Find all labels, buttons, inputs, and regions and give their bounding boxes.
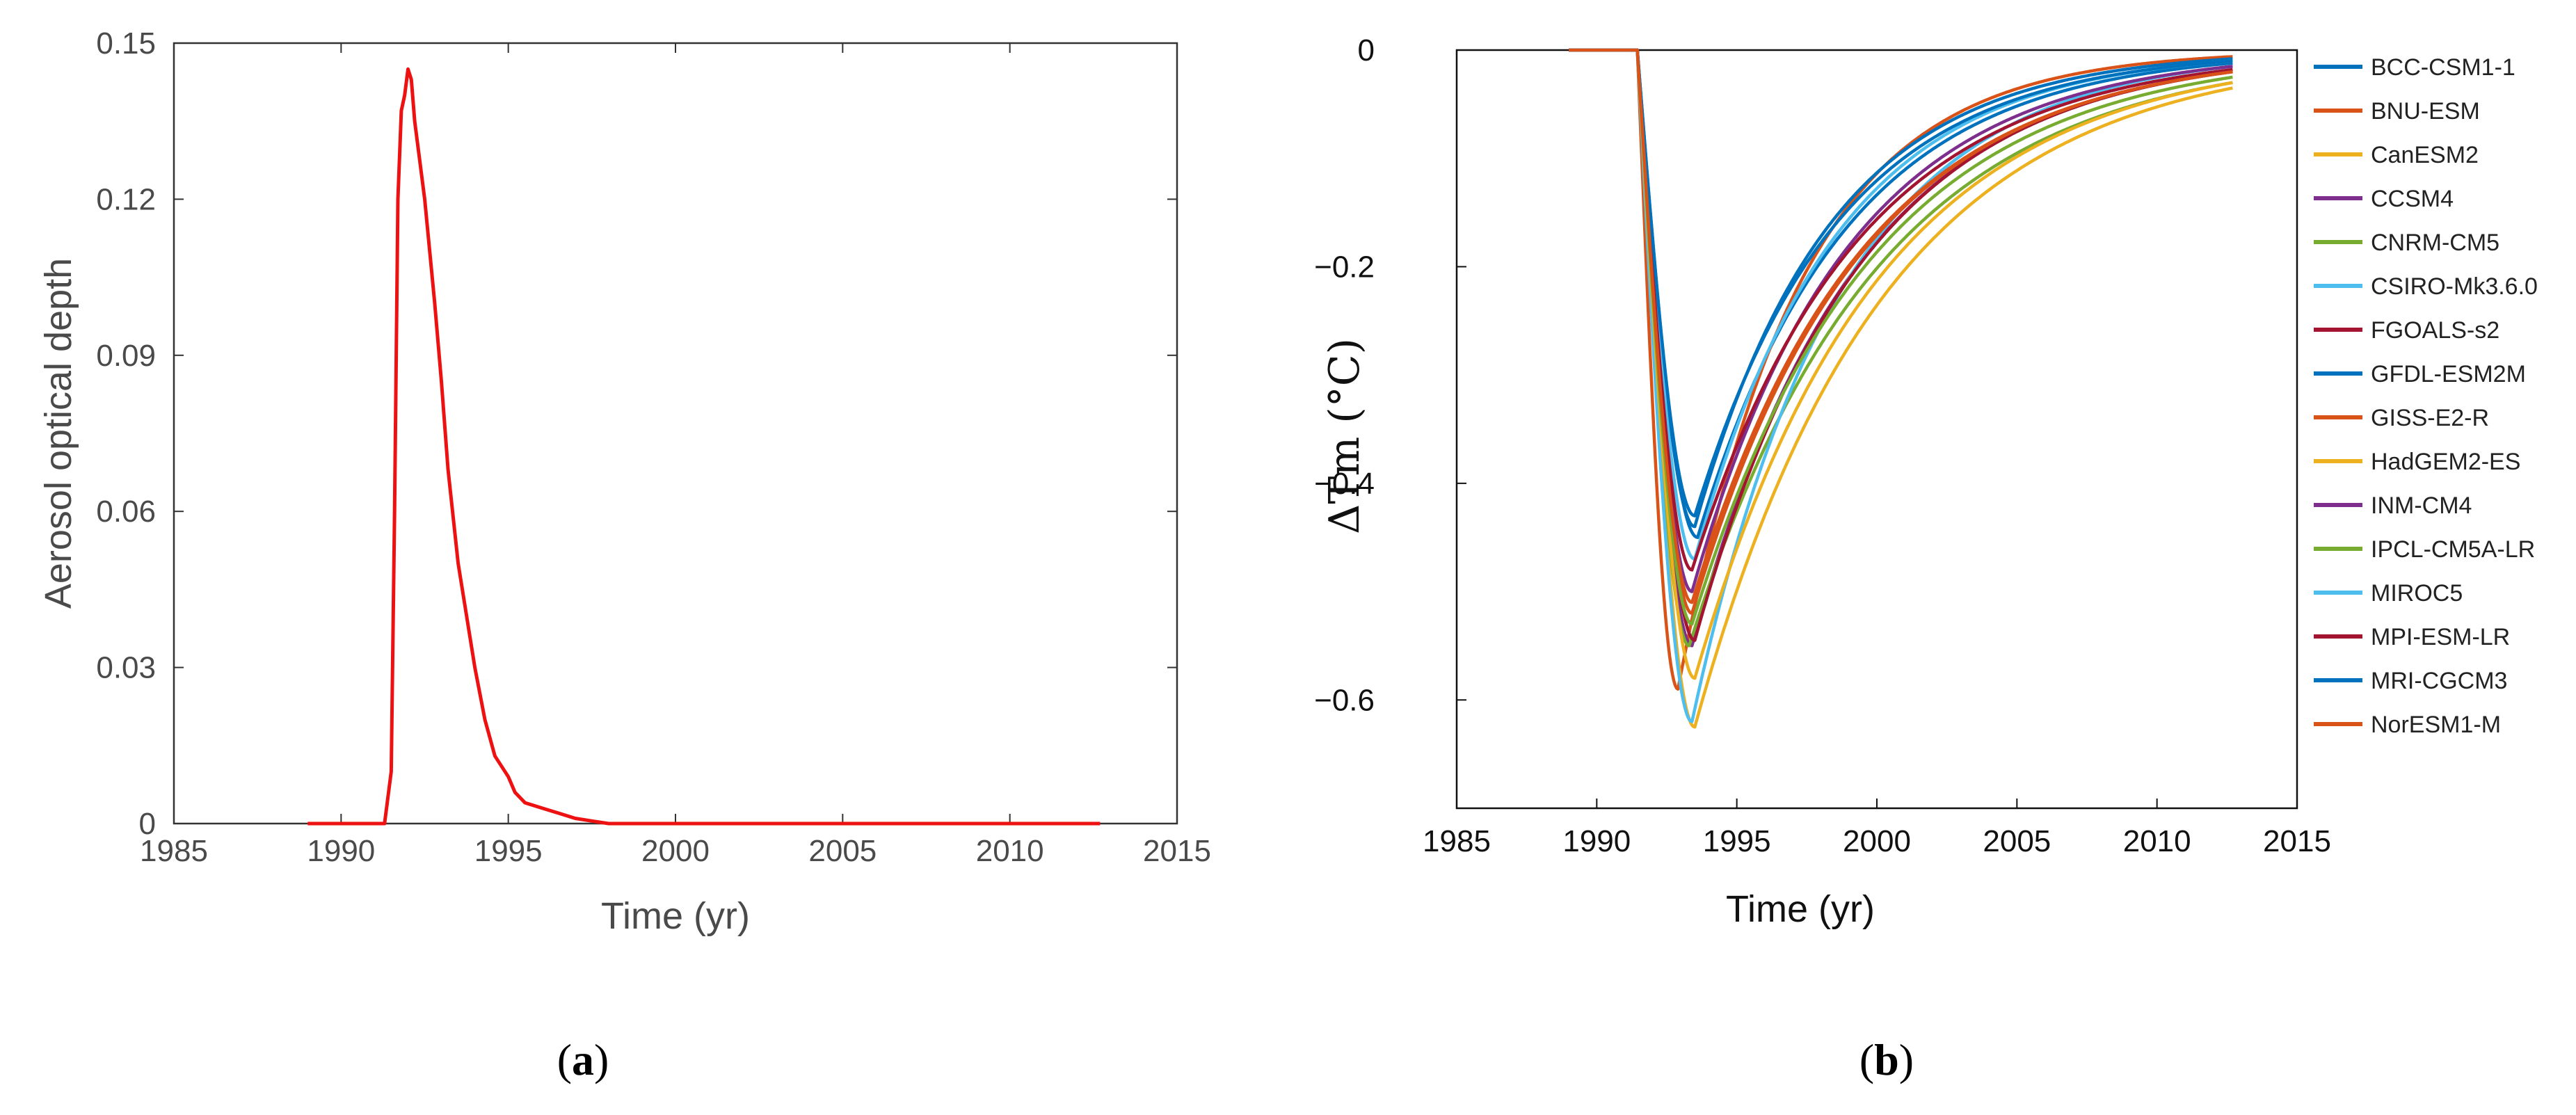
chart-b-ticks: 1985 1990 1995 2000 2005 2010 2015 0 −0.2 −0.4 −0.…	[1314, 33, 2331, 858]
chart-a-ytick-label: 0	[139, 807, 156, 841]
chart-a: 1985 1990 1995 2000 2005 2010 2015 0 0.03 0.06 0.0…	[38, 26, 1211, 1084]
chart-b-legend-label: CCSM4	[2371, 186, 2454, 212]
chart-b-legend-label: CanESM2	[2371, 142, 2479, 168]
chart-a-xtick-label: 1995	[474, 834, 543, 868]
chart-a-ytick-label: 0.15	[96, 26, 156, 61]
chart-a-panel-letter: a	[572, 1035, 594, 1084]
chart-a-xtick-label: 1990	[307, 834, 375, 868]
chart-b-series-line	[1568, 48, 2233, 529]
chart-b-legend-label: IPCL-CM5A-LR	[2371, 536, 2535, 563]
chart-a-series	[307, 67, 1101, 826]
chart-b-legend-label: MIROC5	[2371, 580, 2463, 607]
chart-b-legend-label: MPI-ESM-LR	[2371, 624, 2510, 650]
chart-a-ytick-label: 0.06	[96, 495, 156, 529]
chart-a-ytick-label: 0.12	[96, 182, 156, 216]
chart-a-ytick-label: 0.03	[96, 651, 156, 685]
chart-b-legend-label: GISS-E2-R	[2371, 405, 2489, 431]
chart-b-legend-label: GFDL-ESM2M	[2371, 361, 2526, 387]
chart-b-xlabel: Time (yr)	[1726, 888, 1875, 930]
chart-a-ytick-label: 0.09	[96, 339, 156, 373]
chart-b-panel-letter: b	[1874, 1035, 1899, 1084]
chart-a-panel-label: (a)	[557, 1035, 609, 1084]
chart-b-xtick-label: 1995	[1703, 824, 1771, 858]
chart-b-xtick-label: 2000	[1843, 824, 1911, 858]
chart-b-legend-label: CNRM-CM5	[2371, 230, 2499, 256]
chart-b-xtick-label: 1990	[1562, 824, 1631, 858]
chart-b-legend: BCC-CSM1-1 BNU-ESM CanESM2 CCSM4 CNRM-CM5 CSI…	[2314, 54, 2538, 738]
chart-b-ylabel: ΔTm (°C)	[1320, 338, 1369, 534]
chart-b-series	[1568, 48, 2233, 729]
chart-b-legend-label: NorESM1-M	[2371, 712, 2501, 738]
chart-b-ytick-label: −0.4	[1314, 467, 1375, 501]
chart-b-legend-label: CSIRO-Mk3.6.0	[2371, 273, 2538, 300]
chart-b-series-line	[1568, 48, 2233, 572]
chart-a-series-line	[307, 67, 1101, 826]
chart-b-series-line	[1568, 48, 2233, 604]
chart-b-legend-label: INM-CM4	[2371, 492, 2472, 519]
chart-b-series-line	[1568, 48, 2233, 626]
chart-a-xtick-label: 2010	[976, 834, 1044, 868]
chart-b-series-line	[1568, 48, 2233, 680]
chart-b-legend-label: FGOALS-s2	[2371, 317, 2499, 344]
chart-a-xlabel: Time (yr)	[601, 895, 750, 937]
chart-b-legend-label: MRI-CGCM3	[2371, 668, 2507, 694]
chart-a-xtick-label: 2005	[808, 834, 877, 868]
chart-b-panel-label: (b)	[1859, 1035, 1914, 1084]
chart-b-xtick-label: 1985	[1423, 824, 1491, 858]
chart-a-xtick-label: 1985	[140, 834, 208, 868]
chart-b: 1985 1990 1995 2000 2005 2010 2015 0 −0.2 −0.4 −0.…	[1314, 33, 2538, 1084]
chart-b-xtick-label: 2005	[1983, 824, 2051, 858]
chart-a-xtick-label: 2015	[1143, 834, 1211, 868]
chart-a-ylabel: Aerosol optical depth	[38, 258, 79, 609]
chart-b-ytick-label: −0.6	[1314, 683, 1375, 717]
chart-a-xtick-label: 2000	[641, 834, 710, 868]
chart-b-ytick-label: 0	[1358, 33, 1375, 67]
chart-a-ticks: 1985 1990 1995 2000 2005 2010 2015 0 0.03 0.06 0.0…	[96, 26, 1211, 868]
chart-b-legend-label: HadGEM2-ES	[2371, 449, 2520, 475]
chart-b-series-line	[1568, 48, 2233, 593]
chart-b-xtick-label: 2015	[2263, 824, 2331, 858]
chart-b-legend-label: BCC-CSM1-1	[2371, 54, 2515, 81]
chart-b-legend-label: BNU-ESM	[2371, 98, 2480, 125]
chart-b-series-line	[1568, 48, 2233, 518]
chart-b-xtick-label: 2010	[2123, 824, 2191, 858]
chart-b-ytick-label: −0.2	[1314, 250, 1375, 284]
